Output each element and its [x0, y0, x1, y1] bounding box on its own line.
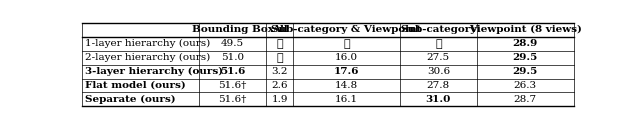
Text: ✗: ✗ [276, 52, 283, 63]
Text: Viewpoint (8 views): Viewpoint (8 views) [468, 25, 582, 34]
Text: ✗: ✗ [276, 38, 283, 49]
Text: 29.5: 29.5 [513, 67, 538, 76]
Text: All: All [272, 25, 287, 34]
Text: Bounding Box: Bounding Box [191, 25, 273, 34]
Text: 3-layer hierarchy (ours): 3-layer hierarchy (ours) [86, 67, 223, 76]
Text: 3.2: 3.2 [271, 67, 288, 76]
Text: 27.8: 27.8 [427, 81, 450, 90]
Text: 26.3: 26.3 [513, 81, 537, 90]
Text: 14.8: 14.8 [335, 81, 358, 90]
Text: ✗: ✗ [343, 38, 350, 49]
Text: 28.9: 28.9 [513, 39, 538, 48]
Text: Separate (ours): Separate (ours) [86, 95, 176, 104]
Text: 31.0: 31.0 [426, 95, 451, 104]
Text: 49.5: 49.5 [221, 39, 244, 48]
Text: 51.6: 51.6 [220, 67, 245, 76]
Text: Flat model (ours): Flat model (ours) [86, 81, 186, 90]
Text: 16.1: 16.1 [335, 95, 358, 104]
Text: 30.6: 30.6 [427, 67, 450, 76]
Text: ✗: ✗ [435, 38, 442, 49]
Text: 17.6: 17.6 [334, 67, 359, 76]
Text: 51.0: 51.0 [221, 53, 244, 62]
Text: 28.7: 28.7 [513, 95, 537, 104]
Text: 2-layer hierarchy (ours): 2-layer hierarchy (ours) [86, 53, 211, 62]
Text: 16.0: 16.0 [335, 53, 358, 62]
Text: 29.5: 29.5 [513, 53, 538, 62]
Text: 51.6†: 51.6† [218, 81, 246, 90]
Text: 1-layer hierarchy (ours): 1-layer hierarchy (ours) [86, 39, 211, 48]
Text: 51.6†: 51.6† [218, 95, 246, 104]
Text: 27.5: 27.5 [427, 53, 450, 62]
Text: 2.6: 2.6 [271, 81, 288, 90]
Text: Sub-category & Viewpoint: Sub-category & Viewpoint [271, 25, 422, 34]
Text: Sub-category: Sub-category [400, 25, 477, 34]
Text: 1.9: 1.9 [271, 95, 288, 104]
